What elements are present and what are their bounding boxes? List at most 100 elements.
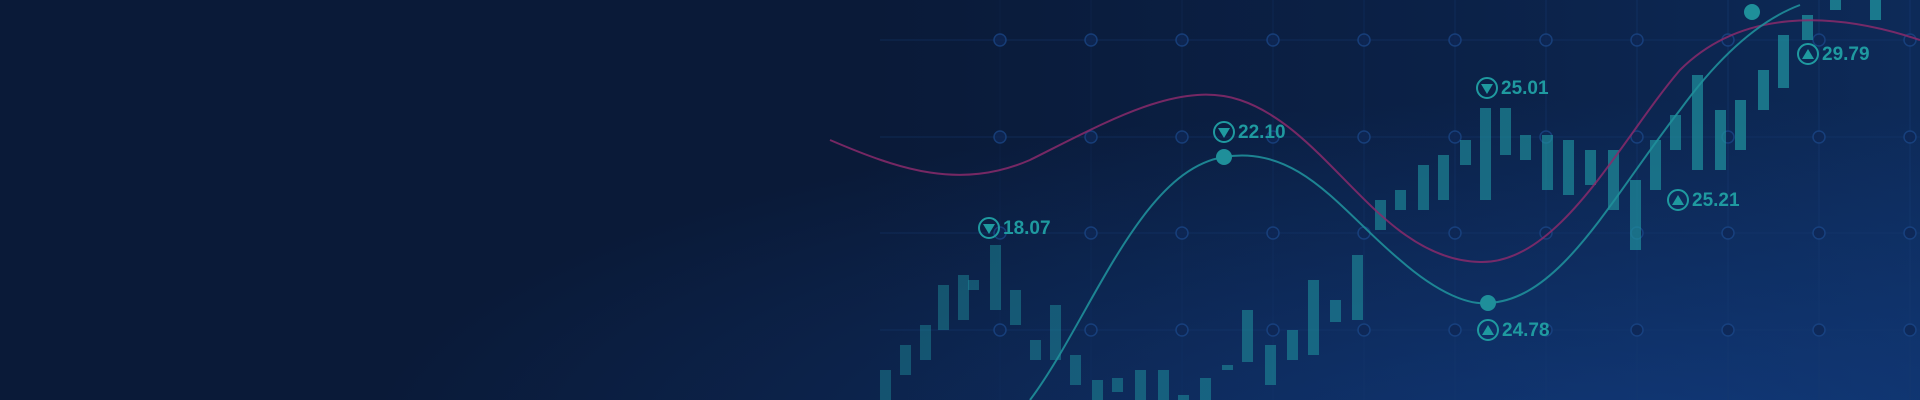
candle-bar — [1670, 115, 1681, 150]
grid-node — [1266, 130, 1280, 144]
magenta-trend-line — [829, 19, 1920, 264]
grid-node — [993, 323, 1007, 337]
candle-bar — [1715, 110, 1726, 170]
price-marker-25-01: 25.01 — [1476, 77, 1549, 99]
grid-node — [1903, 130, 1917, 144]
svg-text:22.10: 22.10 — [1238, 122, 1286, 143]
teal-line-point-1 — [1216, 149, 1232, 165]
svg-text:18.07: 18.07 — [1003, 218, 1051, 239]
grid-node — [1539, 33, 1553, 47]
candlestick-series — [880, 0, 1881, 400]
grid-node — [1084, 226, 1098, 240]
candle-bar — [1778, 35, 1789, 88]
candle-bar — [1030, 340, 1041, 360]
grid-node — [993, 33, 1007, 47]
candle-bar — [1010, 290, 1021, 325]
candle-bar — [968, 280, 979, 290]
teal-line-point-3 — [1744, 4, 1760, 20]
price-marker-24-78: 24.78 — [1477, 319, 1550, 341]
grid-node — [1721, 226, 1735, 240]
candle-bar — [1222, 365, 1233, 370]
grid-node — [1539, 226, 1553, 240]
grid-node — [1175, 226, 1189, 240]
candle-bar — [1608, 150, 1619, 210]
candle-bar — [938, 285, 949, 330]
grid-node — [1357, 33, 1371, 47]
grid-node — [1448, 130, 1462, 144]
grid-node — [1175, 323, 1189, 337]
candle-bar — [1830, 0, 1841, 10]
price-marker-29-79: 29.79 — [1797, 43, 1870, 65]
candle-bar — [1500, 108, 1511, 155]
candle-bar — [1395, 190, 1406, 210]
price-marker-25-21: 25.21 — [1667, 189, 1740, 211]
candle-bar — [958, 275, 969, 320]
grid-node — [1630, 130, 1644, 144]
grid-node — [1812, 323, 1826, 337]
candle-bar — [1520, 135, 1531, 160]
grid-node — [1357, 226, 1371, 240]
grid-node — [1448, 323, 1462, 337]
svg-text:25.01: 25.01 — [1501, 78, 1549, 99]
candle-bar — [1242, 310, 1253, 362]
grid-node — [1175, 130, 1189, 144]
candle-bar — [1352, 255, 1363, 320]
candle-bar — [1418, 165, 1429, 210]
grid-nodes — [993, 33, 1917, 337]
triangle-down-icon — [1218, 128, 1230, 138]
candle-bar — [1758, 70, 1769, 110]
candle-bar — [1650, 140, 1661, 190]
teal-trend-line — [1029, 4, 1801, 400]
candle-bar — [1460, 140, 1471, 165]
candle-bar — [1092, 380, 1103, 400]
teal-line-point-2 — [1480, 295, 1496, 311]
candle-bar — [920, 325, 931, 360]
grid-node — [1084, 323, 1098, 337]
candle-bar — [1330, 300, 1341, 322]
candle-bar — [1112, 378, 1123, 392]
grid-node — [1630, 33, 1644, 47]
candle-bar — [1050, 305, 1061, 360]
candle-bar — [990, 245, 1001, 310]
candle-bar — [880, 370, 891, 400]
candle-bar — [900, 345, 911, 375]
candle-bar — [1735, 100, 1746, 150]
candle-bar — [1438, 155, 1449, 200]
grid-node — [1630, 323, 1644, 337]
svg-text:24.78: 24.78 — [1502, 320, 1550, 341]
grid-node — [1084, 33, 1098, 47]
candle-bar — [1178, 395, 1189, 400]
grid-node — [993, 226, 1007, 240]
candle-bar — [1135, 370, 1146, 400]
grid-node — [1175, 33, 1189, 47]
grid-node — [1539, 323, 1553, 337]
candle-bar — [1870, 0, 1881, 20]
grid-node — [1084, 130, 1098, 144]
candle-bar — [1802, 15, 1813, 40]
candle-bar — [1308, 280, 1319, 355]
triangle-down-icon — [1481, 84, 1493, 94]
grid-node — [1266, 33, 1280, 47]
triangle-down-icon — [983, 224, 995, 234]
triangle-up-icon — [1672, 195, 1684, 205]
svg-text:29.79: 29.79 — [1822, 44, 1870, 65]
candle-bar — [1070, 355, 1081, 385]
grid-node — [1812, 130, 1826, 144]
grid-node — [1448, 33, 1462, 47]
candle-bar — [1480, 108, 1491, 200]
triangle-up-icon — [1482, 325, 1494, 335]
grid-node — [1266, 323, 1280, 337]
grid-node — [1721, 323, 1735, 337]
grid-node — [1448, 226, 1462, 240]
candle-bar — [1265, 345, 1276, 385]
price-marker-18-07: 18.07 — [978, 217, 1051, 239]
chart-grid — [880, 0, 1920, 400]
grid-node — [1266, 226, 1280, 240]
grid-node — [1903, 226, 1917, 240]
candle-bar — [1200, 378, 1211, 400]
candle-bar — [1630, 180, 1641, 250]
triangle-up-icon — [1802, 49, 1814, 59]
grid-node — [1357, 130, 1371, 144]
